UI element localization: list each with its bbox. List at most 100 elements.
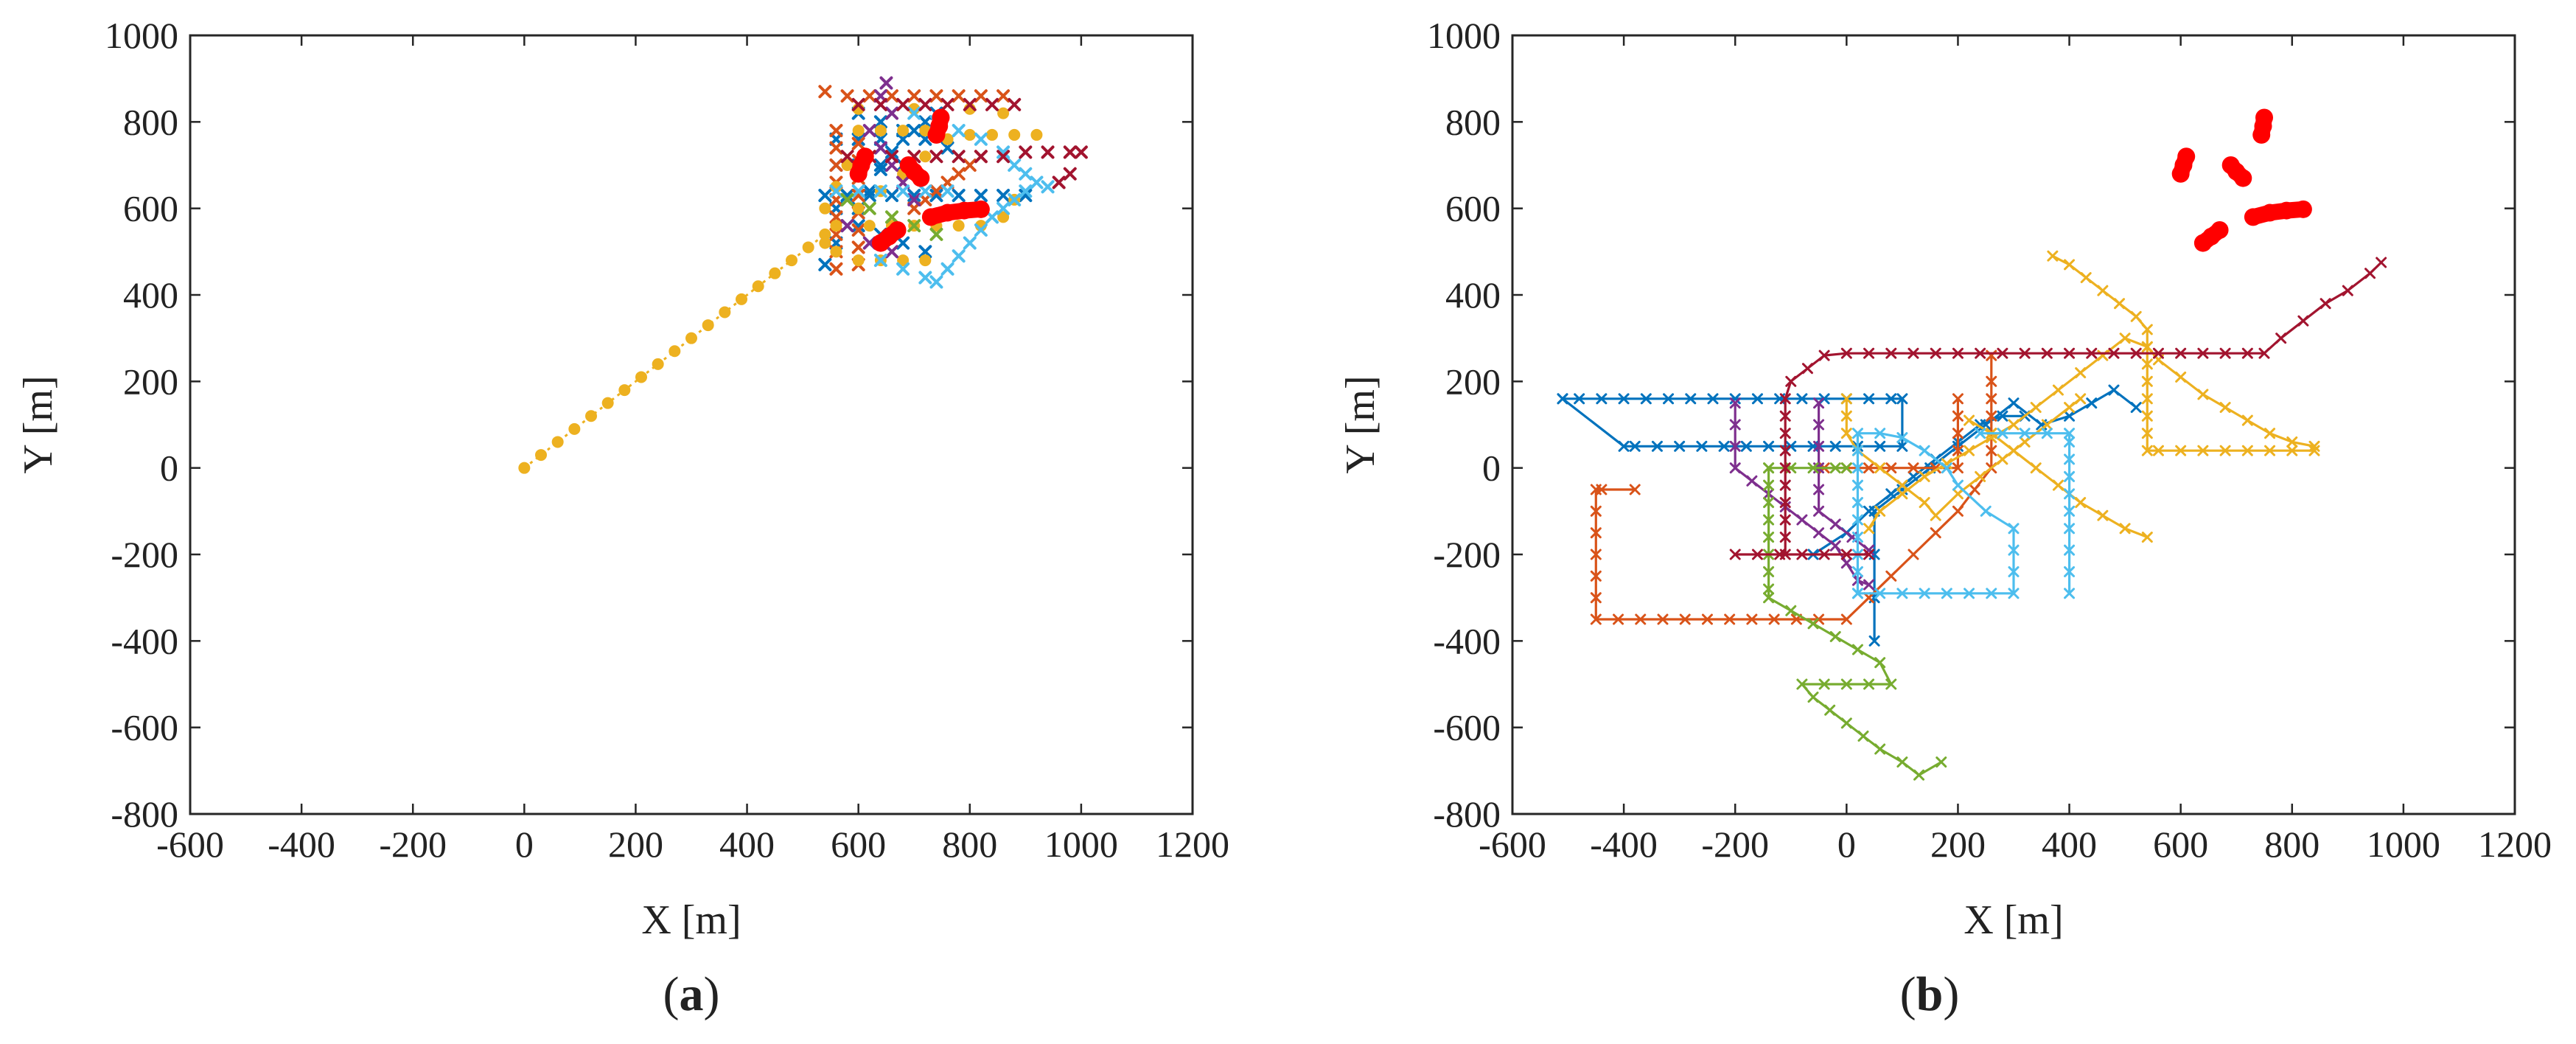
marker-uav-6 — [840, 150, 854, 164]
marker-uav-1 — [818, 189, 832, 203]
marker-uav-1 — [873, 159, 887, 172]
y-tick-label-b: -200 — [1433, 534, 1501, 575]
path-marker-uav-2b — [1952, 445, 1964, 456]
path-marker-uav-2b — [1952, 428, 1964, 439]
path-marker-uav-7 — [1796, 549, 1808, 560]
marker-uav-5 — [985, 210, 999, 224]
path-marker-uav-7 — [2175, 347, 2187, 359]
marker-uav-5 — [873, 254, 887, 268]
x-tick-label-b: 1200 — [2478, 824, 2552, 865]
marker-uav-3 — [585, 410, 597, 422]
x-tick-label-a: -200 — [379, 824, 447, 865]
marker-uav-3 — [863, 220, 876, 232]
marker-uav-5 — [1019, 167, 1033, 181]
y-tick-label-a: -600 — [111, 707, 178, 748]
path-marker-uav-6b — [2064, 428, 2076, 439]
path-marker-uav-1 — [1796, 393, 1808, 405]
path-marker-uav-5 — [1874, 743, 1886, 755]
y-axis-label-a: Y [m] — [15, 375, 61, 473]
marker-uav-1 — [851, 132, 865, 146]
path-marker-uav-1c — [1997, 410, 2008, 422]
marker-uav-3 — [1008, 128, 1021, 141]
path-marker-uav-3b — [1896, 479, 1908, 491]
path-marker-uav-7 — [1779, 549, 1791, 560]
path-marker-uav-2b — [1952, 462, 1964, 474]
marker-uav-1 — [818, 257, 832, 271]
path-marker-uav-5 — [1763, 497, 1775, 509]
path-marker-uav-6b — [1997, 428, 2008, 439]
path-marker-uav-4 — [1840, 557, 1852, 569]
path-marker-uav-7 — [1801, 363, 1813, 375]
marker-uav-7 — [929, 227, 943, 241]
path-marker-uav-5 — [1763, 566, 1775, 577]
marker-uav-3 — [997, 107, 1010, 119]
path-marker-uav-4b — [1863, 544, 1875, 556]
path-marker-uav-7 — [1779, 479, 1791, 491]
path-marker-uav-3 — [2064, 259, 2076, 271]
marker-uav-3 — [852, 202, 865, 215]
path-marker-uav-7 — [1952, 347, 1964, 359]
marker-uav-3 — [963, 128, 976, 141]
marker-uav-1 — [896, 236, 910, 250]
path-marker-uav-3c — [2097, 509, 2109, 521]
path-marker-uav-6b — [1975, 428, 1986, 439]
marker-uav-6 — [1008, 97, 1022, 111]
marker-uav-5 — [873, 184, 887, 198]
path-marker-uav-3 — [2197, 389, 2209, 400]
marker-uav-3 — [652, 358, 664, 370]
marker-uav-1 — [974, 189, 988, 203]
path-marker-uav-5 — [1763, 532, 1775, 543]
marker-uav-6 — [1074, 145, 1088, 159]
path-marker-uav-6 — [1980, 505, 1992, 517]
path-marker-uav-1c — [1907, 470, 1919, 482]
path-marker-uav-2 — [1907, 549, 1919, 560]
path-marker-uav-7 — [1779, 462, 1791, 474]
panel-label-b: (b) — [1900, 967, 1960, 1021]
path-marker-uav-6 — [1986, 588, 1997, 599]
marker-uav-1 — [873, 162, 887, 176]
marker-uav-5 — [1008, 192, 1022, 206]
path-marker-uav-4 — [1729, 419, 1741, 431]
marker-uav-2 — [829, 141, 843, 155]
path-marker-uav-6 — [1874, 428, 1886, 439]
marker-uav-6 — [1052, 175, 1066, 189]
path-marker-uav-3 — [2141, 410, 2153, 422]
path-marker-uav-7 — [2241, 347, 2253, 359]
marker-uav-7 — [885, 210, 898, 224]
path-marker-uav-3 — [2052, 384, 2064, 396]
path-marker-uav-7 — [2320, 298, 2331, 310]
path-marker-uav-7 — [1818, 549, 1830, 560]
path-marker-uav-7 — [2108, 347, 2120, 359]
path-marker-uav-3 — [2141, 445, 2153, 456]
path-marker-uav-3b — [2019, 436, 2031, 448]
path-marker-uav-5 — [1936, 756, 1947, 768]
marker-uav-1 — [918, 115, 932, 129]
marker-uav-5 — [907, 106, 921, 120]
marker-uav-5 — [952, 124, 966, 138]
marker-uav-3 — [518, 462, 531, 474]
path-marker-uav-4 — [1729, 397, 1741, 409]
path-marker-uav-1 — [1618, 440, 1630, 452]
path-marker-uav-3 — [2175, 371, 2187, 383]
path-marker-uav-7 — [2197, 347, 2209, 359]
cluster-point — [888, 221, 907, 239]
path-marker-uav-1 — [1696, 440, 1708, 452]
y-tick-label-a: -400 — [111, 620, 178, 661]
path-marker-uav-5 — [1807, 462, 1819, 474]
path-marker-uav-3 — [2114, 298, 2126, 310]
path-marker-uav-7 — [2342, 285, 2353, 296]
cluster-point — [2234, 169, 2252, 187]
marker-uav-5 — [974, 132, 988, 146]
path-marker-uav-7 — [1779, 445, 1791, 456]
marker-uav-6 — [929, 150, 943, 164]
path-marker-uav-4b — [1813, 397, 1825, 409]
marker-uav-4 — [879, 76, 893, 90]
path-marker-uav-3 — [1919, 470, 1930, 482]
marker-uav-3 — [719, 306, 731, 319]
path-marker-uav-1 — [1685, 393, 1697, 405]
marker-uav-6 — [1063, 167, 1077, 181]
marker-uav-3 — [669, 345, 681, 358]
x-tick-label-a: 800 — [942, 824, 997, 865]
path-marker-uav-5 — [1763, 462, 1775, 474]
marker-uav-1 — [885, 145, 898, 159]
